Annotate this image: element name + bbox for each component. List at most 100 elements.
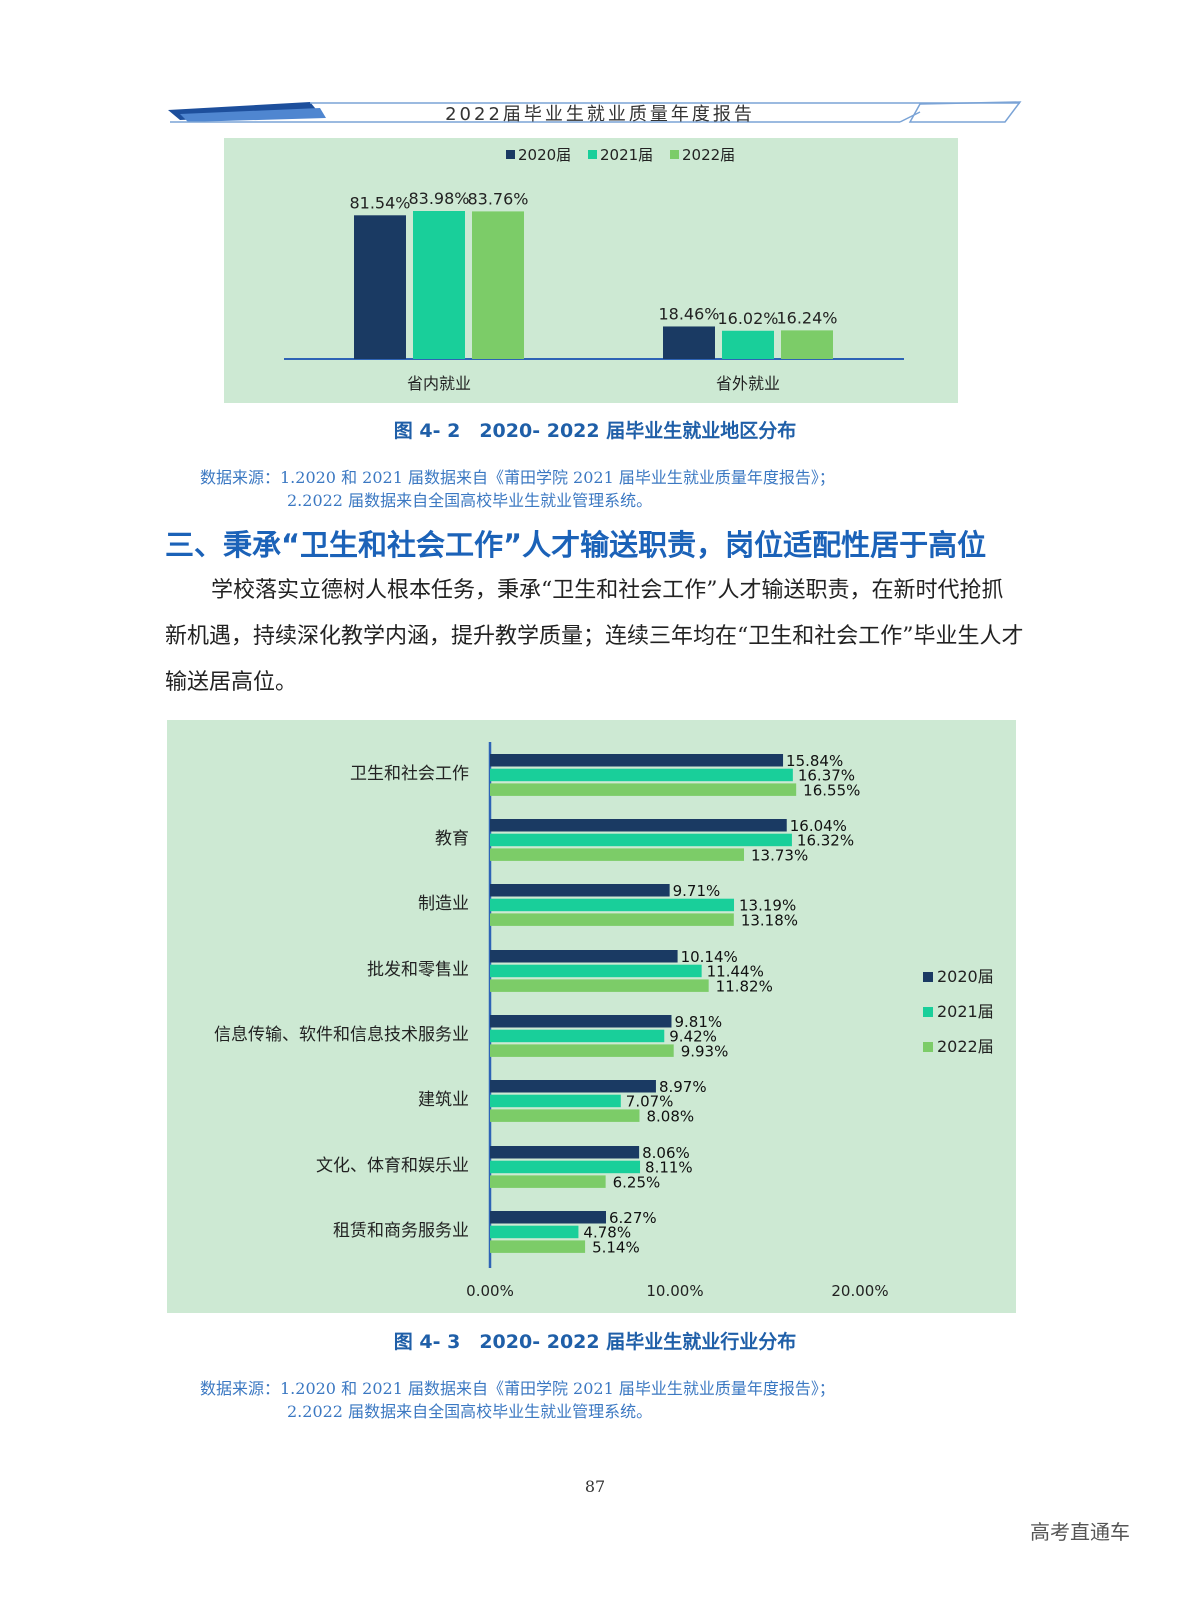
data-label: 13.73% bbox=[751, 846, 808, 864]
data-source-2: 数据来源：1.2020 和 2021 届数据来自《莆田学院 2021 届毕业生就… bbox=[200, 1377, 835, 1423]
data-source-line-1: 数据来源：1.2020 和 2021 届数据来自《莆田学院 2021 届毕业生就… bbox=[200, 468, 835, 487]
category-label: 租赁和商务服务业 bbox=[333, 1221, 469, 1241]
bar-2022-7 bbox=[490, 1240, 586, 1253]
data-label: 8.97% bbox=[659, 1078, 707, 1096]
bar-2020-1 bbox=[490, 819, 787, 832]
industry-chart-svg: 15.84%16.37%16.55%卫生和社会工作16.04%16.32%13.… bbox=[214, 742, 994, 1300]
body-paragraph: 学校落实立德树人根本任务，秉承“卫生和社会工作”人才输送职责，在新时代抢抓新机遇… bbox=[165, 578, 1024, 695]
data-label: 13.19% bbox=[739, 897, 796, 915]
bar-2022-6 bbox=[490, 1175, 606, 1188]
bar-2022-3 bbox=[490, 979, 709, 992]
category-label: 批发和零售业 bbox=[367, 960, 469, 980]
data-label: 13.18% bbox=[741, 911, 798, 929]
bar-2020-0 bbox=[354, 215, 406, 359]
bar-2020-4 bbox=[490, 1015, 672, 1028]
legend-label-2021: 2021届 bbox=[600, 146, 653, 164]
page-header: 2022届毕业生就业质量年度报告 bbox=[160, 92, 1040, 132]
data-label: 9.42% bbox=[669, 1028, 717, 1046]
legend-swatch-2020 bbox=[923, 972, 933, 982]
bar-2021-3 bbox=[490, 964, 702, 978]
bar-2020-2 bbox=[490, 884, 670, 897]
bar-2022-5 bbox=[490, 1109, 640, 1122]
legend-swatch-2022 bbox=[670, 150, 679, 159]
x-tick-label: 20.00% bbox=[831, 1282, 888, 1300]
category-label: 教育 bbox=[435, 829, 469, 849]
header-title: 2022届毕业生就业质量年度报告 bbox=[445, 104, 755, 125]
bar-2022-4 bbox=[490, 1044, 674, 1057]
data-label: 11.44% bbox=[707, 963, 764, 981]
category-label: 文化、体育和娱乐业 bbox=[316, 1156, 469, 1176]
bar-2022-1 bbox=[490, 848, 745, 861]
data-label: 9.93% bbox=[681, 1042, 729, 1060]
x-tick-label: 0.00% bbox=[466, 1282, 514, 1300]
data-source-line-2: 2.2022 届数据来自全国高校毕业生就业管理系统。 bbox=[287, 491, 653, 510]
category-label: 信息传输、软件和信息技术服务业 bbox=[214, 1025, 469, 1045]
legend-label-2022: 2022届 bbox=[937, 1037, 994, 1056]
legend-label-2020: 2020届 bbox=[937, 967, 994, 986]
figure-caption-4-2: 图 4- 2 2020- 2022 届毕业生就业地区分布 bbox=[393, 420, 797, 442]
bar-2022-1 bbox=[781, 330, 833, 359]
data-label: 5.14% bbox=[592, 1238, 640, 1256]
data-label: 16.55% bbox=[803, 781, 860, 799]
bar-2021-0 bbox=[490, 768, 793, 782]
data-source-line-2: 2.2022 届数据来自全国高校毕业生就业管理系统。 bbox=[287, 1402, 653, 1421]
category-label: 卫生和社会工作 bbox=[350, 764, 469, 784]
legend-label-2021: 2021届 bbox=[937, 1002, 994, 1021]
x-tick-label: 10.00% bbox=[646, 1282, 703, 1300]
data-label: 8.08% bbox=[646, 1107, 694, 1125]
data-label: 16.37% bbox=[798, 767, 855, 785]
data-label: 15.84% bbox=[786, 752, 843, 770]
industry-chart: 15.84% 16.37% 16.55% 卫生和社会工作 16.04% 16.32% 13.… bbox=[167, 720, 1016, 1313]
category-label: 制造业 bbox=[418, 894, 469, 914]
data-label: 8.06% bbox=[642, 1144, 690, 1162]
bar-2020-1 bbox=[663, 326, 715, 359]
data-source-line-1: 数据来源：1.2020 和 2021 届数据来自《莆田学院 2021 届毕业生就… bbox=[200, 1379, 835, 1398]
section-title: 三、秉承“卫生和社会工作”人才输送职责，岗位适配性居于高位 bbox=[165, 528, 987, 562]
legend-swatch-2022 bbox=[923, 1042, 933, 1052]
page-number: 87 bbox=[584, 1477, 606, 1496]
header-decoration bbox=[168, 101, 1022, 123]
figure-caption-4-3: 图 4- 3 2020- 2022 届毕业生就业行业分布 bbox=[393, 1331, 797, 1353]
data-label: 81.54% bbox=[349, 193, 410, 212]
legend-swatch-2021 bbox=[923, 1007, 933, 1017]
legend-label-2020: 2020届 bbox=[518, 146, 571, 164]
bar-2020-6 bbox=[490, 1146, 640, 1159]
data-label: 7.07% bbox=[626, 1093, 674, 1111]
data-label: 9.71% bbox=[673, 882, 721, 900]
category-label: 省内就业 bbox=[407, 374, 471, 393]
data-source-1: 数据来源：1.2020 和 2021 届数据来自《莆田学院 2021 届毕业生就… bbox=[200, 466, 835, 512]
legend-swatch-2021 bbox=[588, 150, 597, 159]
bar-2021-2 bbox=[490, 898, 735, 912]
watermark: 高考直通车 bbox=[1030, 1520, 1130, 1544]
bar-2021-0 bbox=[413, 211, 465, 359]
data-label: 18.46% bbox=[658, 304, 719, 323]
bar-2020-3 bbox=[490, 950, 678, 963]
data-label: 6.25% bbox=[613, 1173, 661, 1191]
data-label: 16.04% bbox=[790, 817, 847, 835]
bar-2020-7 bbox=[490, 1211, 606, 1224]
data-label: 16.24% bbox=[776, 308, 837, 327]
data-label: 83.76% bbox=[467, 189, 528, 208]
bar-2021-5 bbox=[490, 1094, 621, 1108]
region-chart-svg: 2020届 2021届 2022届 81.54%83.98%83.76% 省内就业 18.… bbox=[284, 146, 904, 393]
bar-2021-4 bbox=[490, 1029, 665, 1043]
data-label: 11.82% bbox=[716, 977, 773, 995]
bar-2021-7 bbox=[490, 1225, 579, 1239]
legend-label-2022: 2022届 bbox=[682, 146, 735, 164]
category-label: 省外就业 bbox=[716, 374, 780, 393]
data-label: 4.78% bbox=[583, 1224, 631, 1242]
region-chart: 2020届 2021届 2022届 81.54% 83.98% 83.76% 省内就业 18.… bbox=[224, 138, 958, 403]
data-label: 8.11% bbox=[645, 1159, 693, 1177]
data-label: 16.32% bbox=[797, 832, 854, 850]
legend-swatch-2020 bbox=[506, 150, 515, 159]
bar-2020-0 bbox=[490, 754, 784, 767]
bar-2021-6 bbox=[490, 1160, 641, 1174]
data-label: 83.98% bbox=[408, 189, 469, 208]
data-label: 16.02% bbox=[717, 309, 778, 328]
bar-2020-5 bbox=[490, 1080, 656, 1093]
bar-2021-1 bbox=[722, 330, 774, 359]
bar-2021-1 bbox=[490, 833, 792, 847]
data-label: 10.14% bbox=[681, 948, 738, 966]
bar-2022-0 bbox=[472, 211, 524, 359]
data-label: 6.27% bbox=[609, 1209, 657, 1227]
